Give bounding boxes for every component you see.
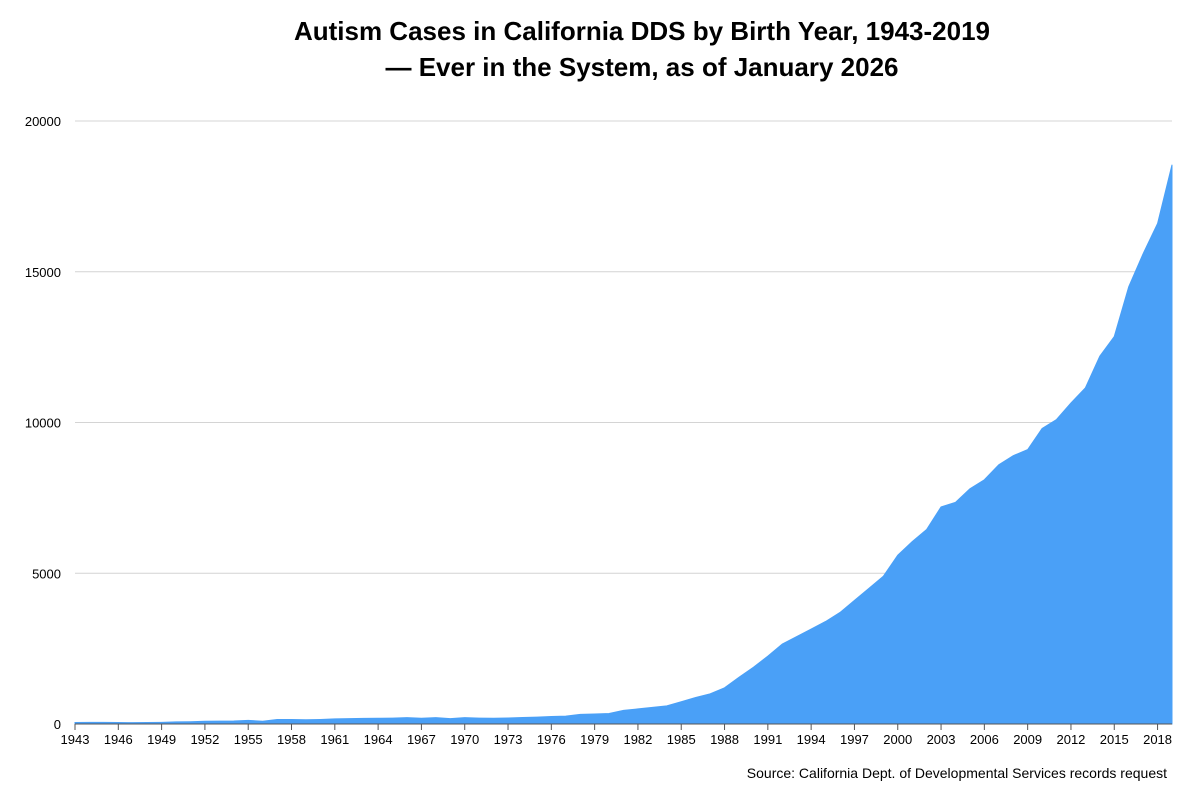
x-tick-label: 1970 [450, 732, 479, 747]
x-tick-label: 2003 [927, 732, 956, 747]
x-tick-label: 1958 [277, 732, 306, 747]
data-series [74, 164, 1173, 725]
x-tick-label: 1946 [104, 732, 133, 747]
x-tick-label: 1973 [494, 732, 523, 747]
chart-title-line-2: — Ever in the System, as of January 2026 [385, 52, 898, 82]
x-tick-label: 1964 [364, 732, 393, 747]
y-axis-tick-labels: 0 5000 10000 15000 20000 [25, 114, 61, 732]
x-tick-label: 1952 [190, 732, 219, 747]
x-tick-label: 1997 [840, 732, 869, 747]
x-tick-label: 2006 [970, 732, 999, 747]
x-tick-label: 2009 [1013, 732, 1042, 747]
x-tick-label: 1976 [537, 732, 566, 747]
x-tick-label: 2018 [1143, 732, 1172, 747]
y-tick-label: 10000 [25, 416, 61, 431]
x-tick-label: 1991 [753, 732, 782, 747]
x-tick-label: 1985 [667, 732, 696, 747]
x-tick-label: 1982 [623, 732, 652, 747]
x-axis: 1943 1946 1949 1952 1955 1958 1961 1964 1967 1970… [61, 723, 1172, 747]
x-tick-label: 2000 [883, 732, 912, 747]
y-tick-label: 5000 [32, 566, 61, 581]
y-tick-label: 0 [54, 717, 61, 732]
x-tick-label: 1955 [234, 732, 263, 747]
source-note: Source: California Dept. of Developmenta… [747, 765, 1167, 781]
y-tick-label: 20000 [25, 114, 61, 129]
x-tick-label: 2012 [1056, 732, 1085, 747]
chart-title-line-1: Autism Cases in California DDS by Birth … [294, 16, 990, 46]
x-tick-label: 2015 [1100, 732, 1129, 747]
x-tick-label: 1967 [407, 732, 436, 747]
area-series [74, 164, 1173, 725]
x-tick-label: 1961 [320, 732, 349, 747]
x-tick-label: 1994 [797, 732, 826, 747]
y-tick-label: 15000 [25, 265, 61, 280]
x-tick-label: 1988 [710, 732, 739, 747]
x-tick-label: 1943 [61, 732, 90, 747]
x-tick-label: 1949 [147, 732, 176, 747]
x-tick-label: 1979 [580, 732, 609, 747]
